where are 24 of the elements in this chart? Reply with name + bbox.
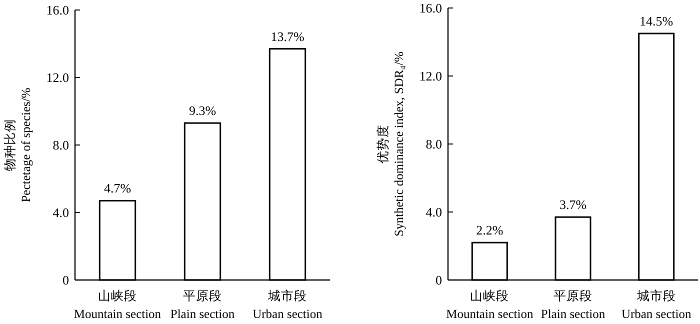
data-label: 9.3% bbox=[188, 103, 216, 118]
data-label: 4.7% bbox=[104, 180, 132, 196]
y-tick-label: 8.0 bbox=[426, 136, 442, 152]
data-label: 14.5% bbox=[640, 14, 674, 28]
x-tick-label: 平原段 Plain section bbox=[540, 289, 606, 321]
y-axis-title: 物种比例 Pectetage of species/% bbox=[3, 88, 33, 202]
x-tick-label: 山峡段 Mountain section bbox=[74, 289, 162, 321]
y-tick-label: 12.0 bbox=[46, 70, 69, 85]
y-tick-label: 16.0 bbox=[46, 2, 69, 18]
data-label: 3.7% bbox=[559, 197, 587, 212]
y-tick-label: 4.0 bbox=[426, 204, 442, 220]
y-tick-label: 12.0 bbox=[419, 68, 442, 84]
y-axis-title: 优势度 Synthetic dominance index, SDR₄/% bbox=[375, 52, 406, 236]
y-tick-label: 16.0 bbox=[419, 0, 442, 16]
x-tick-label: 山峡段 Mountain section bbox=[446, 289, 534, 321]
data-label: 13.7% bbox=[270, 28, 304, 44]
x-tick-label: 城市段 Urban section bbox=[252, 289, 324, 321]
y-tick-label: 0 bbox=[62, 272, 69, 288]
y-tick-label: 4.0 bbox=[52, 205, 69, 220]
x-tick-label: 平原段 Plain section bbox=[170, 289, 236, 321]
y-tick-label: 8.0 bbox=[52, 138, 69, 152]
y-tick-label: 0 bbox=[436, 272, 442, 288]
x-tick-label: 城市段 Urban section bbox=[621, 289, 692, 321]
data-label: 2.2% bbox=[476, 222, 504, 238]
